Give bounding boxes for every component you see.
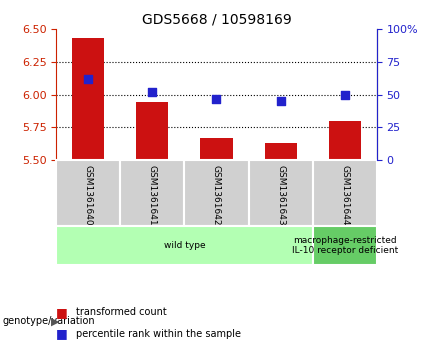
- Text: wild type: wild type: [164, 241, 205, 250]
- Text: ▶: ▶: [51, 316, 60, 326]
- Bar: [200, 138, 233, 160]
- Bar: [72, 38, 104, 160]
- Bar: [265, 143, 297, 160]
- Bar: [136, 102, 168, 160]
- Text: GSM1361640: GSM1361640: [84, 166, 93, 226]
- Bar: [56, 160, 120, 226]
- Point: [213, 95, 220, 101]
- Point: [277, 98, 284, 104]
- Bar: [313, 226, 377, 265]
- Text: GSM1361642: GSM1361642: [212, 166, 221, 226]
- Text: genotype/variation: genotype/variation: [2, 316, 95, 326]
- Bar: [56, 226, 313, 265]
- Text: GSM1361643: GSM1361643: [276, 166, 285, 226]
- Point: [149, 89, 156, 95]
- Text: ■: ■: [56, 306, 68, 319]
- Point: [85, 76, 92, 82]
- Bar: [313, 160, 377, 226]
- Text: percentile rank within the sample: percentile rank within the sample: [76, 329, 241, 339]
- Title: GDS5668 / 10598169: GDS5668 / 10598169: [142, 12, 291, 26]
- Bar: [184, 160, 249, 226]
- Point: [341, 92, 348, 98]
- Bar: [249, 160, 313, 226]
- Bar: [329, 121, 361, 160]
- Text: GSM1361641: GSM1361641: [148, 166, 157, 226]
- Bar: [120, 160, 184, 226]
- Text: transformed count: transformed count: [76, 307, 167, 317]
- Text: GSM1361644: GSM1361644: [340, 166, 349, 226]
- Text: macrophage-restricted
IL-10 receptor deficient: macrophage-restricted IL-10 receptor def…: [291, 236, 398, 255]
- Text: ■: ■: [56, 327, 68, 340]
